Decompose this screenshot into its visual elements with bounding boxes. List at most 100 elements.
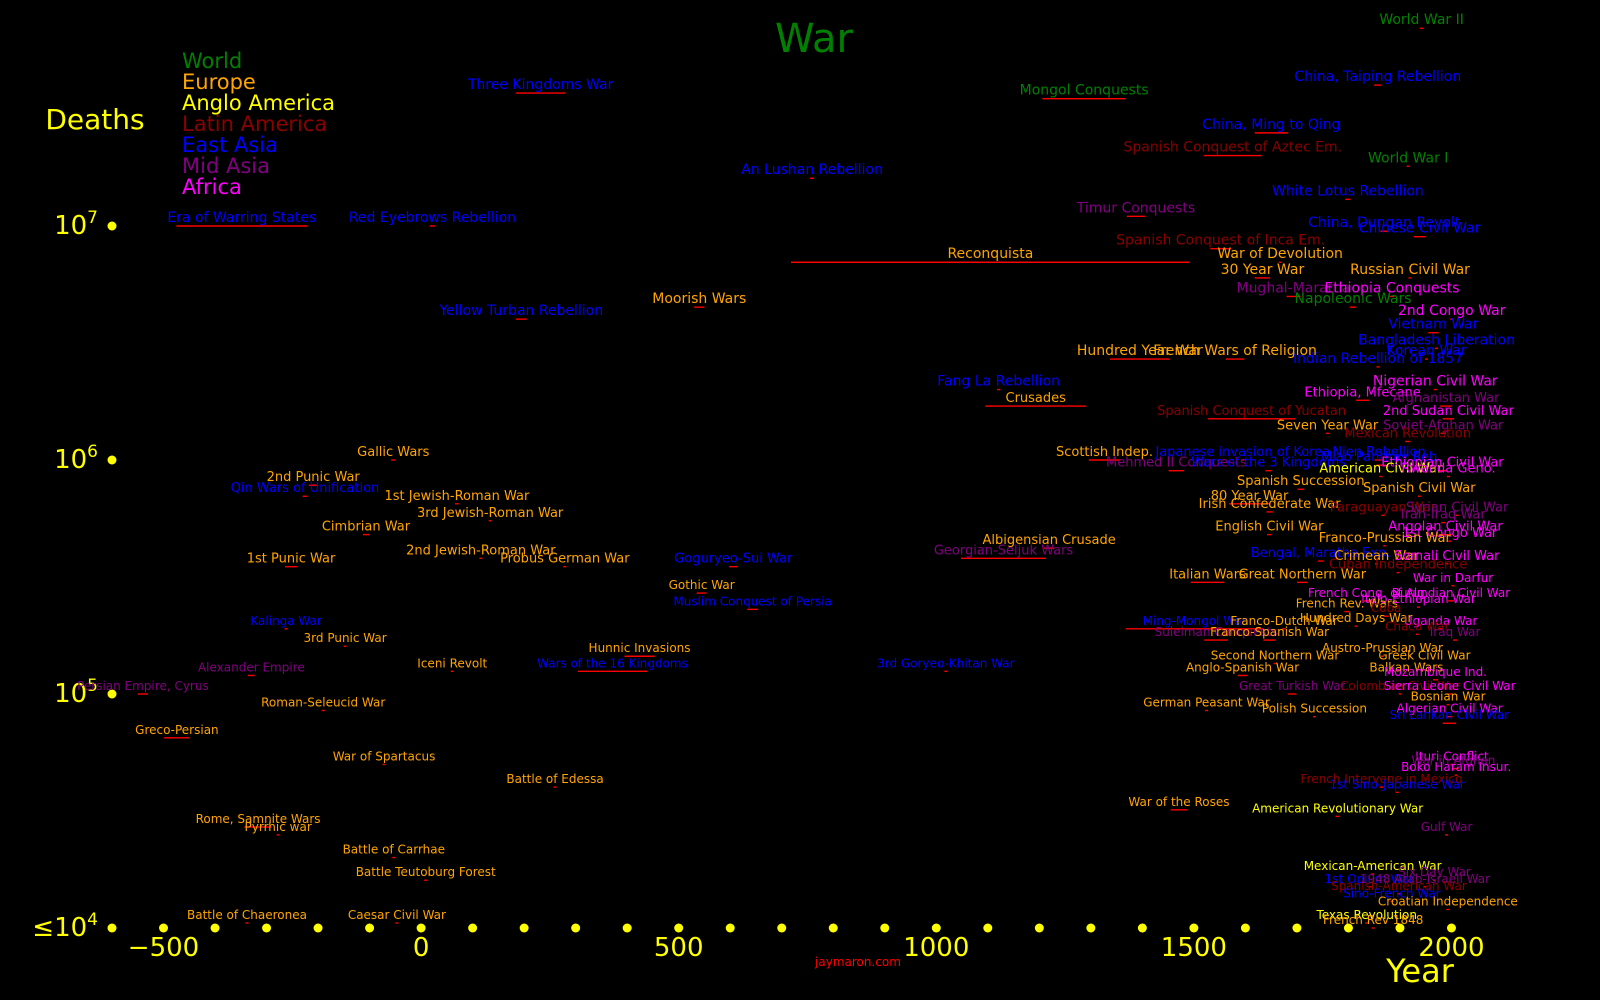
war-label: Roman-Seleucid War xyxy=(261,696,385,710)
war-label: Cuba xyxy=(1371,601,1402,615)
war-label: Hundred Days War xyxy=(1300,611,1413,625)
x-axis-dot xyxy=(210,923,220,933)
war-label: French Rev. Wars xyxy=(1296,597,1398,611)
y-axis-dot xyxy=(107,221,117,231)
war-label: Crusades xyxy=(1006,391,1067,406)
war-label: Battle of Carrhae xyxy=(343,843,445,857)
war-label: Polish Succession xyxy=(1262,702,1367,716)
war-label: 30 Year War xyxy=(1221,262,1305,278)
x-axis-dot xyxy=(468,923,478,933)
war-label: Cimbrian War xyxy=(322,520,411,535)
war-label: Croatian Independence xyxy=(1378,894,1518,908)
war-label: Chinese Civil War xyxy=(1359,221,1481,237)
x-tick-label: 0 xyxy=(413,933,430,963)
war-label: Persian Empire, Cyrus xyxy=(77,679,209,693)
y-tick-label: 106 xyxy=(54,442,98,475)
war-label: Napoleonic Wars xyxy=(1295,291,1412,307)
war-label: Algerian Civil War xyxy=(1397,702,1503,716)
war-label: Miao Panthay Reb. xyxy=(1321,450,1441,465)
x-axis-dot xyxy=(1137,923,1147,933)
war-label: Mehmed II Conquests xyxy=(1106,456,1247,471)
x-axis-dot xyxy=(828,923,838,933)
war-label: Mozambique Ind. xyxy=(1384,665,1487,679)
war-labels: World War II China, Taiping Rebellion Mong… xyxy=(77,12,1518,927)
war-label: Battle of Edessa xyxy=(506,772,603,786)
war-label: Fang La Rebellion xyxy=(937,374,1060,390)
war-label: Iceni Revolt xyxy=(417,656,487,670)
war-label: Austro-Prussian War xyxy=(1322,641,1443,655)
war-label: Greek Civil War xyxy=(1378,649,1470,663)
war-label: 2nd Punic War xyxy=(267,470,361,485)
war-label: China, Dungan Revolt xyxy=(1308,215,1461,231)
war-label: Three Kingdoms War xyxy=(467,77,614,93)
war-label: Timur Conquests xyxy=(1076,200,1195,216)
war-label: Gothic War xyxy=(669,578,735,592)
war-label: Era of Warring States xyxy=(167,210,316,226)
war-label: French Intervene in Mexico xyxy=(1301,772,1463,786)
war-duration-ranges xyxy=(137,27,1459,929)
war-label: Ethiopian Civil War xyxy=(1381,456,1504,471)
x-axis-dot xyxy=(1240,923,1250,933)
war-label: China, Taiping Rebellion xyxy=(1294,69,1461,85)
war-label: Soviet-Afghan War xyxy=(1383,418,1504,433)
war-label: 2nd Sudan Civil War xyxy=(1383,404,1515,419)
war-label: World War II xyxy=(1379,12,1464,28)
x-axis-dot xyxy=(313,923,323,933)
war-label: Cuban Independence xyxy=(1329,558,1467,573)
war-label: Mughal-Maratha xyxy=(1236,280,1350,296)
war-label: Probus German War xyxy=(500,552,630,567)
legend-entry: Latin America xyxy=(182,112,327,136)
x-axis-dot xyxy=(622,923,632,933)
war-label: Greco-Persian xyxy=(135,723,219,737)
war-label: American Revolutionary War xyxy=(1252,801,1423,815)
war-label: Uganda War xyxy=(1404,614,1478,628)
credit-text: jaymaron.com xyxy=(814,955,901,969)
war-label: Six Day War xyxy=(1398,865,1471,879)
war-label: World War I xyxy=(1368,150,1448,166)
x-axis-dot xyxy=(1292,923,1302,933)
war-label: Afghanistan War xyxy=(1393,391,1501,406)
x-axis-dot xyxy=(365,923,375,933)
war-label: Second Northern War xyxy=(1211,649,1340,663)
war-label: Boko Haram Insur. xyxy=(1401,760,1511,774)
x-axis-dot xyxy=(1086,923,1096,933)
war-label: Franco-Prussian War xyxy=(1319,531,1452,546)
war-label: Hunnic Invasions xyxy=(589,641,691,655)
legend-entry: Europe xyxy=(182,70,256,94)
war-label: Vietnam War xyxy=(1388,317,1478,333)
war-label: Georgian-Seljuk Wars xyxy=(934,543,1074,558)
x-tick-label: 1000 xyxy=(903,933,969,963)
war-label: Sino-French War xyxy=(1343,886,1441,900)
war-label: Spanish Succession xyxy=(1237,474,1365,489)
war-label: Japanese invasion of Korea xyxy=(1154,445,1330,460)
war-label: Yellow Turban Rebellion xyxy=(438,303,603,319)
war-label: Angolan Civil War xyxy=(1388,520,1503,535)
x-tick-label: 500 xyxy=(654,933,704,963)
x-axis-dot xyxy=(416,923,426,933)
war-label: Ethiopia Conquests xyxy=(1324,280,1459,296)
x-axis-markers: −500 0 500 1000 1500 2000 xyxy=(128,923,1485,963)
legend-entry: World xyxy=(182,49,242,73)
legend-entry: Anglo America xyxy=(182,91,335,115)
war-label: Moorish Wars xyxy=(652,291,746,307)
war-label: Franco-Spanish War xyxy=(1210,625,1329,639)
war-label: Bangladesh Liberation xyxy=(1358,332,1515,348)
x-axis-dot xyxy=(674,923,684,933)
chart-title: War xyxy=(775,16,854,62)
y-axis-dot xyxy=(107,923,117,933)
war-label: Nigerian Civil War xyxy=(1373,374,1498,390)
war-label: Italian Wars xyxy=(1169,567,1246,582)
x-axis-dot xyxy=(262,923,272,933)
war-label: Kalinga War xyxy=(250,614,322,628)
x-axis-dot xyxy=(931,923,941,933)
war-label: Bengal, Maratha Exp. xyxy=(1251,546,1390,561)
y-axis-markers: ≤104 105 106 107 xyxy=(32,208,117,943)
war-label: Russian Civil War xyxy=(1350,262,1470,278)
war-label: Hundred Year War xyxy=(1077,343,1203,359)
war-label: Texas Revolution xyxy=(1315,908,1417,922)
war-label: War in Darfur xyxy=(1413,571,1493,585)
x-axis-dot xyxy=(777,923,787,933)
war-label: White Lotus Rebellion xyxy=(1272,183,1424,199)
